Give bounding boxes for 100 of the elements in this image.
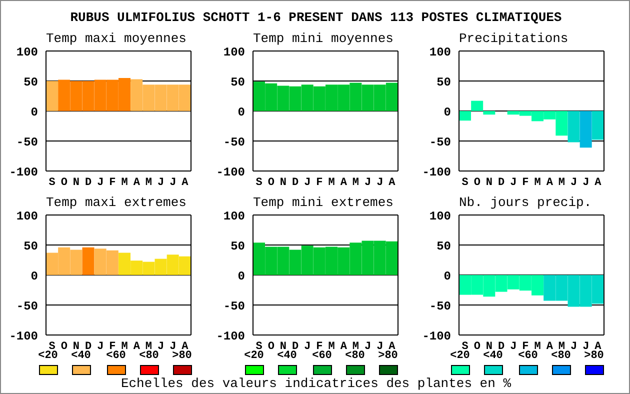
chart-title: Temp maxi extremes [46, 195, 186, 210]
y-tick-label: 50 [230, 239, 245, 254]
y-tick-label: -100 [422, 165, 451, 180]
y-tick-label: 100 [16, 209, 38, 224]
x-tick-label: J [570, 340, 578, 353]
category-label: <60 [106, 350, 126, 362]
chart-title: Temp maxi moyennes [46, 31, 186, 46]
x-tick-label: A [546, 176, 554, 189]
category-label: <80 [550, 350, 572, 363]
y-tick-label: -50 [223, 299, 245, 314]
y-tick-label: 100 [429, 45, 451, 60]
x-tick-label: J [582, 176, 590, 189]
x-tick-label: A [133, 176, 140, 189]
category-label: <80 [344, 350, 366, 363]
x-tick-label: N [486, 340, 493, 353]
x-tick-label: S [462, 176, 469, 189]
x-tick-label: J [170, 340, 176, 353]
x-tick-label: A [340, 340, 348, 353]
y-tick-label: -50 [429, 299, 451, 314]
x-tick-label: F [109, 176, 116, 189]
x-tick-label: J [376, 176, 384, 189]
category-label: >80 [171, 350, 193, 363]
x-tick-label: J [364, 340, 372, 353]
x-tick-label: O [60, 340, 68, 353]
x-tick-label: J [304, 176, 311, 189]
category-label: <60 [312, 350, 332, 362]
x-tick-label: J [376, 340, 384, 353]
chart-title: Precipitations [459, 31, 568, 46]
y-tick-label: 50 [436, 75, 451, 90]
y-tick-label: 0 [444, 105, 451, 120]
x-tick-label: D [498, 176, 505, 189]
x-tick-label: J [510, 340, 517, 353]
x-tick-label: O [474, 176, 481, 189]
category-label: <20 [243, 350, 265, 363]
x-tick-label: O [268, 340, 275, 353]
y-tick-label: 50 [436, 239, 451, 254]
y-tick-label: -100 [9, 165, 38, 180]
x-tick-label: N [280, 340, 287, 353]
y-tick-label: -100 [216, 165, 245, 180]
chart-title: Temp mini extremes [253, 195, 394, 210]
y-tick-label: 0 [238, 105, 245, 120]
y-tick-label: 100 [429, 209, 451, 224]
x-tick-label: A [546, 340, 554, 353]
x-tick-label: J [97, 176, 104, 189]
category-label: <80 [138, 350, 160, 363]
x-tick-label: M [328, 176, 336, 189]
category-label: >80 [377, 350, 399, 363]
x-tick-label: M [352, 176, 360, 189]
category-label: <40 [483, 350, 503, 362]
x-tick-label: S [256, 176, 263, 189]
x-tick-label: N [486, 176, 493, 189]
category-label: >80 [583, 350, 605, 363]
x-tick-label: J [364, 176, 372, 189]
y-tick-label: 50 [24, 239, 38, 254]
x-tick-label: J [97, 340, 104, 353]
y-tick-label: 0 [30, 105, 38, 120]
y-tick-label: -50 [223, 135, 245, 150]
chart-title: Nb. jours precip. [459, 195, 592, 210]
x-tick-label: A [340, 176, 348, 189]
x-tick-label: M [558, 176, 566, 189]
x-tick-label: O [268, 176, 275, 189]
y-tick-label: 100 [223, 45, 245, 60]
y-tick-label: 100 [223, 209, 245, 224]
x-tick-label: J [157, 176, 164, 189]
x-tick-label: D [84, 176, 92, 189]
x-tick-label: N [72, 176, 80, 189]
x-tick-label: D [292, 176, 299, 189]
x-tick-label: N [280, 176, 287, 189]
y-tick-label: 0 [238, 269, 245, 284]
category-label: <60 [518, 350, 538, 362]
x-tick-label: M [121, 176, 128, 189]
category-label: <20 [38, 350, 58, 362]
category-label: <40 [277, 350, 297, 362]
y-tick-label: -50 [429, 135, 451, 150]
x-tick-label: J [157, 340, 164, 353]
x-tick-label: A [182, 176, 189, 189]
x-tick-label: O [474, 340, 481, 353]
text: RUBUS ULMIFOLIUS SCHOTT 1-6 PRESENT DANS 113 POSTES CLIMATIQUES [69, 10, 563, 25]
x-tick-label: J [582, 340, 590, 353]
chart-title: Temp mini moyennes [253, 31, 394, 46]
x-tick-label: A [594, 176, 602, 189]
y-tick-label: -100 [216, 329, 245, 344]
y-tick-label: 50 [24, 75, 38, 90]
x-tick-label: M [145, 176, 152, 189]
y-tick-label: 0 [30, 269, 38, 284]
category-label: <20 [449, 350, 471, 363]
category-label: <40 [70, 350, 92, 363]
y-tick-label: 100 [16, 45, 38, 60]
y-tick-label: -50 [16, 135, 38, 150]
y-tick-label: -100 [422, 329, 451, 344]
x-tick-label: J [170, 176, 176, 189]
x-tick-label: S [48, 176, 56, 189]
x-tick-label: J [304, 340, 311, 353]
y-tick-label: -50 [16, 299, 38, 314]
x-tick-label: O [60, 176, 68, 189]
y-tick-label: 0 [444, 269, 451, 284]
x-tick-label: M [534, 176, 542, 189]
x-tick-label: A [133, 340, 140, 353]
y-tick-label: 50 [230, 75, 245, 90]
text: Echelles des valeurs indicatrices des plantes en % [120, 376, 512, 391]
